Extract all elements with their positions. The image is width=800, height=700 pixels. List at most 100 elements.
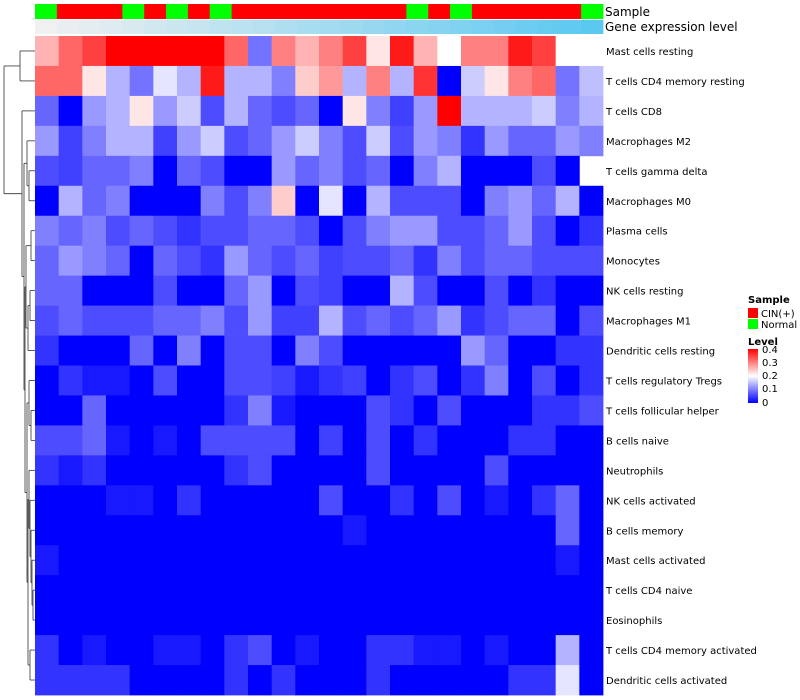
sample-annotation-cell	[144, 4, 167, 19]
heatmap-cell	[82, 36, 107, 67]
heatmap-cell	[35, 485, 60, 516]
heatmap-cell	[508, 425, 533, 456]
heatmap-cell	[200, 36, 225, 67]
heatmap-cell	[555, 185, 580, 217]
heatmap-cell	[461, 365, 486, 396]
sample-annotation-cell	[471, 4, 495, 19]
heatmap-cell	[437, 95, 462, 127]
heatmap-cell	[153, 36, 178, 67]
heatmap-cell	[437, 365, 462, 396]
heatmap-cell	[413, 95, 438, 127]
heatmap-cell	[129, 185, 154, 217]
heatmap-cell	[437, 155, 462, 187]
sample-annotation-cell	[581, 4, 604, 19]
gene-expression-annotation-cell	[122, 20, 145, 34]
heatmap-cell	[484, 305, 509, 336]
heatmap-cell	[579, 215, 604, 247]
heatmap-cell	[82, 275, 107, 306]
heatmap-cell	[555, 305, 580, 336]
heatmap-cell	[106, 125, 131, 157]
heatmap-cell	[177, 185, 202, 217]
heatmap-cell	[58, 36, 83, 67]
heatmap-cell	[532, 665, 557, 696]
heatmap-cell	[461, 635, 486, 666]
heatmap-cell	[390, 575, 415, 606]
row-label: T cells regulatory Tregs	[605, 376, 722, 387]
heatmap-cell	[342, 425, 367, 456]
heatmap-cell	[342, 155, 367, 187]
heatmap-cell	[555, 455, 580, 486]
heatmap-cell	[484, 95, 509, 127]
heatmap-cell	[390, 125, 415, 157]
heatmap-cell	[248, 335, 273, 366]
heatmap-cell	[484, 65, 509, 97]
heatmap-cell	[484, 275, 509, 306]
legend-swatch-normal	[748, 319, 758, 329]
heatmap-cell	[82, 665, 107, 696]
heatmap-cell	[271, 36, 296, 67]
heatmap-cell	[106, 635, 131, 666]
heatmap-cell	[106, 665, 131, 696]
heatmap-cell	[319, 335, 344, 366]
heatmap-cell	[224, 485, 249, 516]
heatmap-cell	[58, 425, 83, 456]
heatmap-cell	[295, 395, 320, 426]
heatmap-cell	[153, 665, 178, 696]
gene-expression-annotation-cell	[319, 20, 342, 34]
heatmap-cell	[153, 575, 178, 606]
heatmap-cell	[508, 455, 533, 486]
heatmap-cell	[437, 245, 462, 277]
heatmap-cell	[224, 545, 249, 576]
heatmap-cell	[82, 155, 107, 187]
heatmap-cell	[82, 395, 107, 426]
sample-annotation-cell	[428, 4, 451, 19]
heatmap-cell	[106, 95, 131, 127]
heatmap-cell	[413, 335, 438, 366]
heatmap-cell	[82, 305, 107, 336]
heatmap-cell	[390, 545, 415, 576]
heatmap-cell	[35, 125, 60, 157]
heatmap-cell	[224, 665, 249, 696]
gene-expression-annotation-cell	[581, 20, 604, 34]
heatmap-cell	[271, 215, 296, 247]
heatmap-cell	[129, 305, 154, 336]
heatmap-cell	[461, 605, 486, 636]
heatmap-cell	[271, 455, 296, 486]
heatmap-cell	[413, 545, 438, 576]
heatmap-cell	[271, 545, 296, 576]
sample-annotation-cell	[187, 4, 211, 19]
heatmap-cell	[35, 215, 60, 247]
heatmap-cell	[271, 275, 296, 306]
heatmap-cell	[390, 605, 415, 636]
row-label: Monocytes	[606, 257, 660, 268]
heatmap-cell	[224, 36, 249, 67]
heatmap-cell	[106, 215, 131, 247]
heatmap-cell	[82, 125, 107, 157]
heatmap-cell	[224, 155, 249, 187]
heatmap-cell	[532, 545, 557, 576]
heatmap-cell	[532, 395, 557, 426]
heatmap-cell	[177, 125, 202, 157]
heatmap-cell	[532, 515, 557, 546]
heatmap-cell	[366, 515, 391, 546]
heatmap-cell	[484, 485, 509, 516]
heatmap-cell	[106, 545, 131, 576]
heatmap-cell	[532, 245, 557, 277]
heatmap-cell	[271, 95, 296, 127]
heatmap-cell	[579, 185, 604, 217]
heatmap-cell	[413, 635, 438, 666]
heatmap-cell	[342, 545, 367, 576]
heatmap-cell	[248, 65, 273, 97]
heatmap-cell	[248, 245, 273, 277]
heatmap-cell	[177, 365, 202, 396]
row-label: Plasma cells	[606, 227, 668, 238]
heatmap-cell	[508, 665, 533, 696]
heatmap-cell	[35, 65, 60, 97]
heatmap-cell	[106, 575, 131, 606]
heatmap-cell	[484, 335, 509, 366]
heatmap-cell	[129, 125, 154, 157]
heatmap-cell	[366, 365, 391, 396]
gene-expression-annotation-cell	[471, 20, 495, 34]
heatmap-cell	[129, 635, 154, 666]
heatmap-cell	[413, 665, 438, 696]
